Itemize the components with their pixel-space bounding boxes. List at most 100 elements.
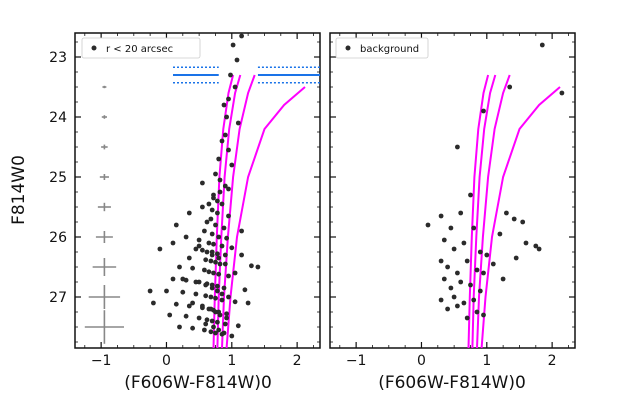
data-point — [204, 249, 210, 255]
data-point — [438, 213, 444, 219]
data-point — [468, 192, 473, 198]
data-point — [224, 235, 230, 241]
error-bars-left — [84, 55, 124, 344]
legend-marker-left — [91, 45, 97, 51]
data-point — [170, 240, 176, 246]
data-point — [458, 210, 464, 216]
data-point — [533, 243, 539, 249]
plot-frame-right — [329, 32, 576, 349]
panel-right: −1 0 1 2 background (F606W-F814W)0 — [329, 32, 576, 393]
data-point — [177, 264, 182, 270]
data-point — [216, 255, 222, 261]
legend-marker-right — [345, 45, 351, 51]
data-point — [204, 219, 210, 225]
data-point — [249, 263, 254, 269]
data-point — [539, 42, 545, 48]
data-point — [213, 330, 218, 336]
data-point — [464, 315, 470, 321]
data-point — [232, 299, 238, 305]
data-point — [217, 261, 223, 267]
data-point — [234, 57, 240, 63]
data-point — [213, 259, 218, 265]
data-point — [206, 201, 212, 207]
data-point — [217, 189, 223, 195]
data-point — [229, 333, 235, 339]
data-point — [474, 309, 480, 315]
data-point — [441, 276, 447, 282]
data-point — [222, 252, 228, 258]
data-point — [180, 289, 186, 295]
ticks-right: −1 0 1 2 — [330, 33, 575, 369]
data-point — [216, 156, 222, 162]
isochrone-curve-2 — [216, 74, 242, 349]
x-axis-label-left: (F606W-F814W)0 — [124, 373, 272, 393]
data-point — [186, 210, 192, 216]
data-point — [213, 171, 218, 177]
data-point — [219, 201, 225, 207]
data-point — [204, 317, 210, 323]
legend-label-left: r < 20 arcsec — [106, 44, 173, 55]
data-point — [461, 240, 467, 246]
data-point — [211, 270, 216, 276]
data-point — [464, 258, 470, 264]
data-point — [183, 234, 189, 240]
data-point — [232, 270, 238, 276]
data-point — [147, 288, 153, 294]
data-point — [202, 228, 207, 234]
data-point — [215, 210, 220, 216]
data-point — [468, 282, 473, 288]
data-point — [211, 195, 216, 201]
y-axis-label-left: F814W0 — [9, 155, 29, 225]
data-point — [455, 303, 460, 309]
data-point — [481, 270, 486, 276]
x-tick-label: 2 — [293, 353, 302, 369]
data-point — [226, 213, 231, 219]
legend-box-right — [335, 37, 429, 59]
data-point — [232, 84, 238, 90]
data-point — [224, 114, 230, 120]
y-tick-label: 24 — [49, 110, 67, 126]
data-point — [203, 321, 209, 327]
data-point — [167, 312, 173, 318]
data-point — [213, 222, 218, 228]
data-point — [497, 231, 503, 237]
y-tick-label: 26 — [49, 230, 67, 246]
x-tick-label: 2 — [548, 353, 557, 369]
data-point — [213, 309, 218, 315]
data-point — [208, 258, 214, 264]
limit-lines-left — [173, 66, 320, 84]
data-point — [500, 276, 506, 282]
data-point — [235, 120, 241, 126]
data-point — [203, 282, 209, 288]
plot-frame-left — [74, 32, 321, 349]
data-point — [490, 261, 496, 267]
data-point — [200, 204, 205, 210]
data-point — [471, 225, 477, 231]
y-tick-label: 25 — [49, 170, 67, 186]
data-point — [511, 216, 517, 222]
isochrone-curve-2 — [471, 74, 497, 349]
data-point — [200, 247, 205, 253]
data-point — [208, 294, 214, 300]
y-tick-label: 27 — [49, 290, 67, 306]
data-point — [219, 297, 225, 303]
panel-left: −1 0 1 2 23 24 25 26 27 r < 20 arcsec (F606W-F81… — [9, 32, 321, 393]
data-point — [151, 300, 156, 306]
data-point — [215, 198, 220, 204]
data-point — [451, 246, 457, 252]
data-point — [481, 312, 486, 318]
data-point — [222, 183, 228, 189]
data-point — [209, 285, 215, 291]
data-point — [219, 291, 225, 297]
data-point — [208, 306, 214, 312]
data-point — [245, 300, 251, 306]
data-point — [230, 42, 236, 48]
data-point — [441, 237, 447, 243]
data-point — [186, 255, 192, 261]
data-point — [471, 297, 477, 303]
data-point — [190, 300, 196, 306]
data-point — [242, 287, 248, 293]
legend-left: r < 20 arcsec — [81, 37, 201, 59]
isochrones-right — [467, 74, 561, 349]
